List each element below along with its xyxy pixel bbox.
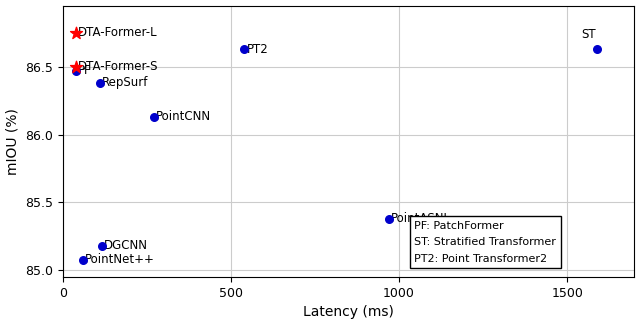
Text: DTA-Former-L: DTA-Former-L xyxy=(78,26,158,39)
Text: PointCNN: PointCNN xyxy=(156,111,211,124)
Text: RepSurf: RepSurf xyxy=(102,76,148,89)
Point xyxy=(71,30,81,35)
Point xyxy=(148,114,159,120)
Text: PT2: PT2 xyxy=(246,43,268,56)
Text: DTA-Former-S: DTA-Former-S xyxy=(78,60,159,73)
Point xyxy=(71,64,81,69)
Point xyxy=(593,46,603,52)
Text: PF: PF xyxy=(78,64,92,77)
Point xyxy=(384,216,394,221)
Text: PointASNL: PointASNL xyxy=(391,212,451,225)
Point xyxy=(95,80,105,85)
Text: PF: PatchFormer
ST: Stratified Transformer
PT2: Point Transformer2: PF: PatchFormer ST: Stratified Transform… xyxy=(414,221,556,264)
Point xyxy=(97,243,107,249)
Text: PointNet++: PointNet++ xyxy=(85,253,155,266)
Y-axis label: mIOU (%): mIOU (%) xyxy=(6,108,20,175)
X-axis label: Latency (ms): Latency (ms) xyxy=(303,306,394,319)
Text: DGCNN: DGCNN xyxy=(104,240,147,253)
Text: ST: ST xyxy=(581,28,595,41)
Point xyxy=(239,46,250,52)
Point xyxy=(78,257,88,262)
Point xyxy=(71,68,81,73)
